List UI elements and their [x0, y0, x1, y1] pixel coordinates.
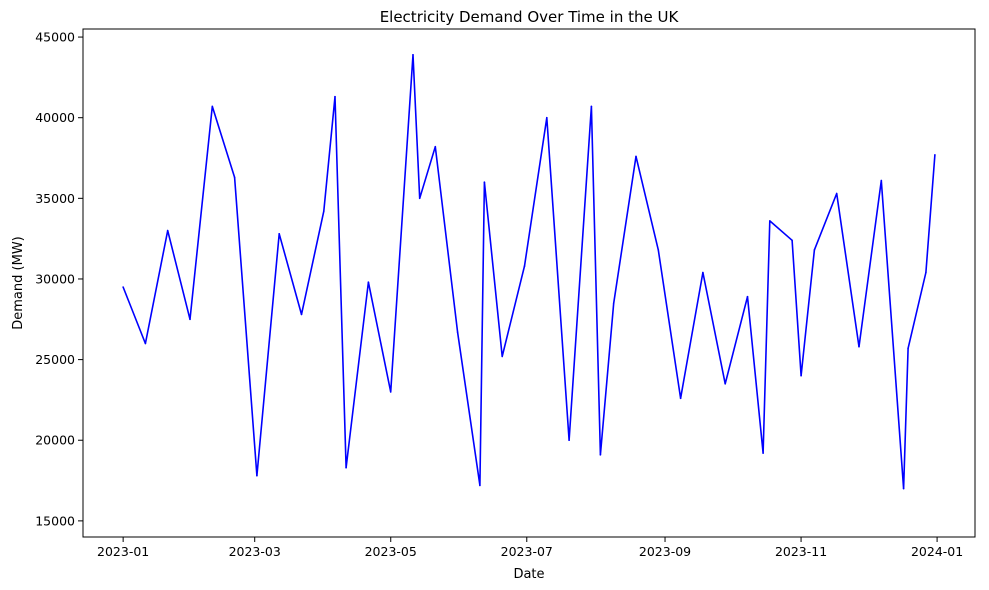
data-point [144, 342, 147, 345]
y-tick-label: 35000 [35, 191, 75, 206]
data-point [902, 487, 905, 490]
data-point [724, 383, 726, 385]
data-point [278, 233, 281, 235]
data-point [612, 302, 615, 305]
y-axis: 15000 20000 25000 30000 35000 40000 45000 [35, 30, 83, 528]
x-tick-label: 2023-11 [775, 544, 827, 559]
data-point [418, 197, 421, 200]
data-point [657, 249, 660, 251]
data-point [233, 176, 236, 179]
data-point [434, 145, 437, 148]
x-tick-label: 2023-09 [639, 544, 691, 559]
y-axis-label: Demand (MW) [11, 236, 26, 329]
x-axis-label: Date [513, 567, 544, 582]
x-tick-label: 2023-05 [365, 544, 417, 559]
data-point [858, 345, 860, 348]
y-tick-label: 40000 [35, 110, 75, 125]
data-point [479, 484, 481, 487]
data-point [367, 281, 370, 284]
data-point [702, 271, 704, 274]
data-point [813, 249, 816, 251]
data-point [769, 220, 771, 222]
data-point [501, 355, 504, 358]
x-tick-label: 2023-01 [97, 544, 149, 559]
data-point [300, 313, 303, 316]
data-point [345, 466, 347, 469]
data-point [746, 295, 749, 298]
x-axis: 2023-01 2023-03 2023-05 2023-07 2023-09 2023-… [97, 537, 963, 559]
x-tick-label: 2023-03 [229, 544, 281, 559]
y-tick-label: 25000 [35, 352, 75, 367]
data-point [599, 454, 602, 456]
data-points [122, 54, 936, 490]
data-point [412, 54, 414, 56]
y-tick-label: 45000 [35, 30, 75, 45]
data-point [323, 210, 325, 212]
data-point [166, 229, 169, 232]
data-point [523, 265, 526, 267]
data-point [835, 192, 838, 195]
data-point [800, 374, 802, 377]
data-point [590, 105, 593, 108]
y-tick-label: 30000 [35, 271, 75, 286]
data-point [483, 181, 486, 183]
data-point [546, 116, 548, 119]
data-point [934, 154, 936, 156]
data-point [568, 439, 570, 442]
data-point [925, 271, 927, 274]
data-point [907, 347, 909, 350]
data-point [334, 95, 336, 98]
data-point [635, 155, 637, 158]
plot-background [83, 29, 975, 537]
data-point [456, 331, 459, 334]
data-point [256, 474, 258, 477]
data-point [880, 179, 883, 182]
data-point [189, 318, 191, 321]
x-tick-label: 2023-07 [501, 544, 553, 559]
data-point [762, 452, 764, 454]
data-point [122, 286, 124, 288]
data-point [389, 391, 392, 393]
data-point [211, 105, 214, 108]
plot-frame [82, 28, 976, 538]
chart-title: Electricity Demand Over Time in the UK [380, 8, 680, 26]
y-tick-label: 15000 [35, 513, 75, 528]
data-point [679, 397, 682, 400]
x-tick-label: 2024-01 [911, 544, 963, 559]
data-point [791, 239, 793, 242]
y-tick-label: 20000 [35, 433, 75, 448]
